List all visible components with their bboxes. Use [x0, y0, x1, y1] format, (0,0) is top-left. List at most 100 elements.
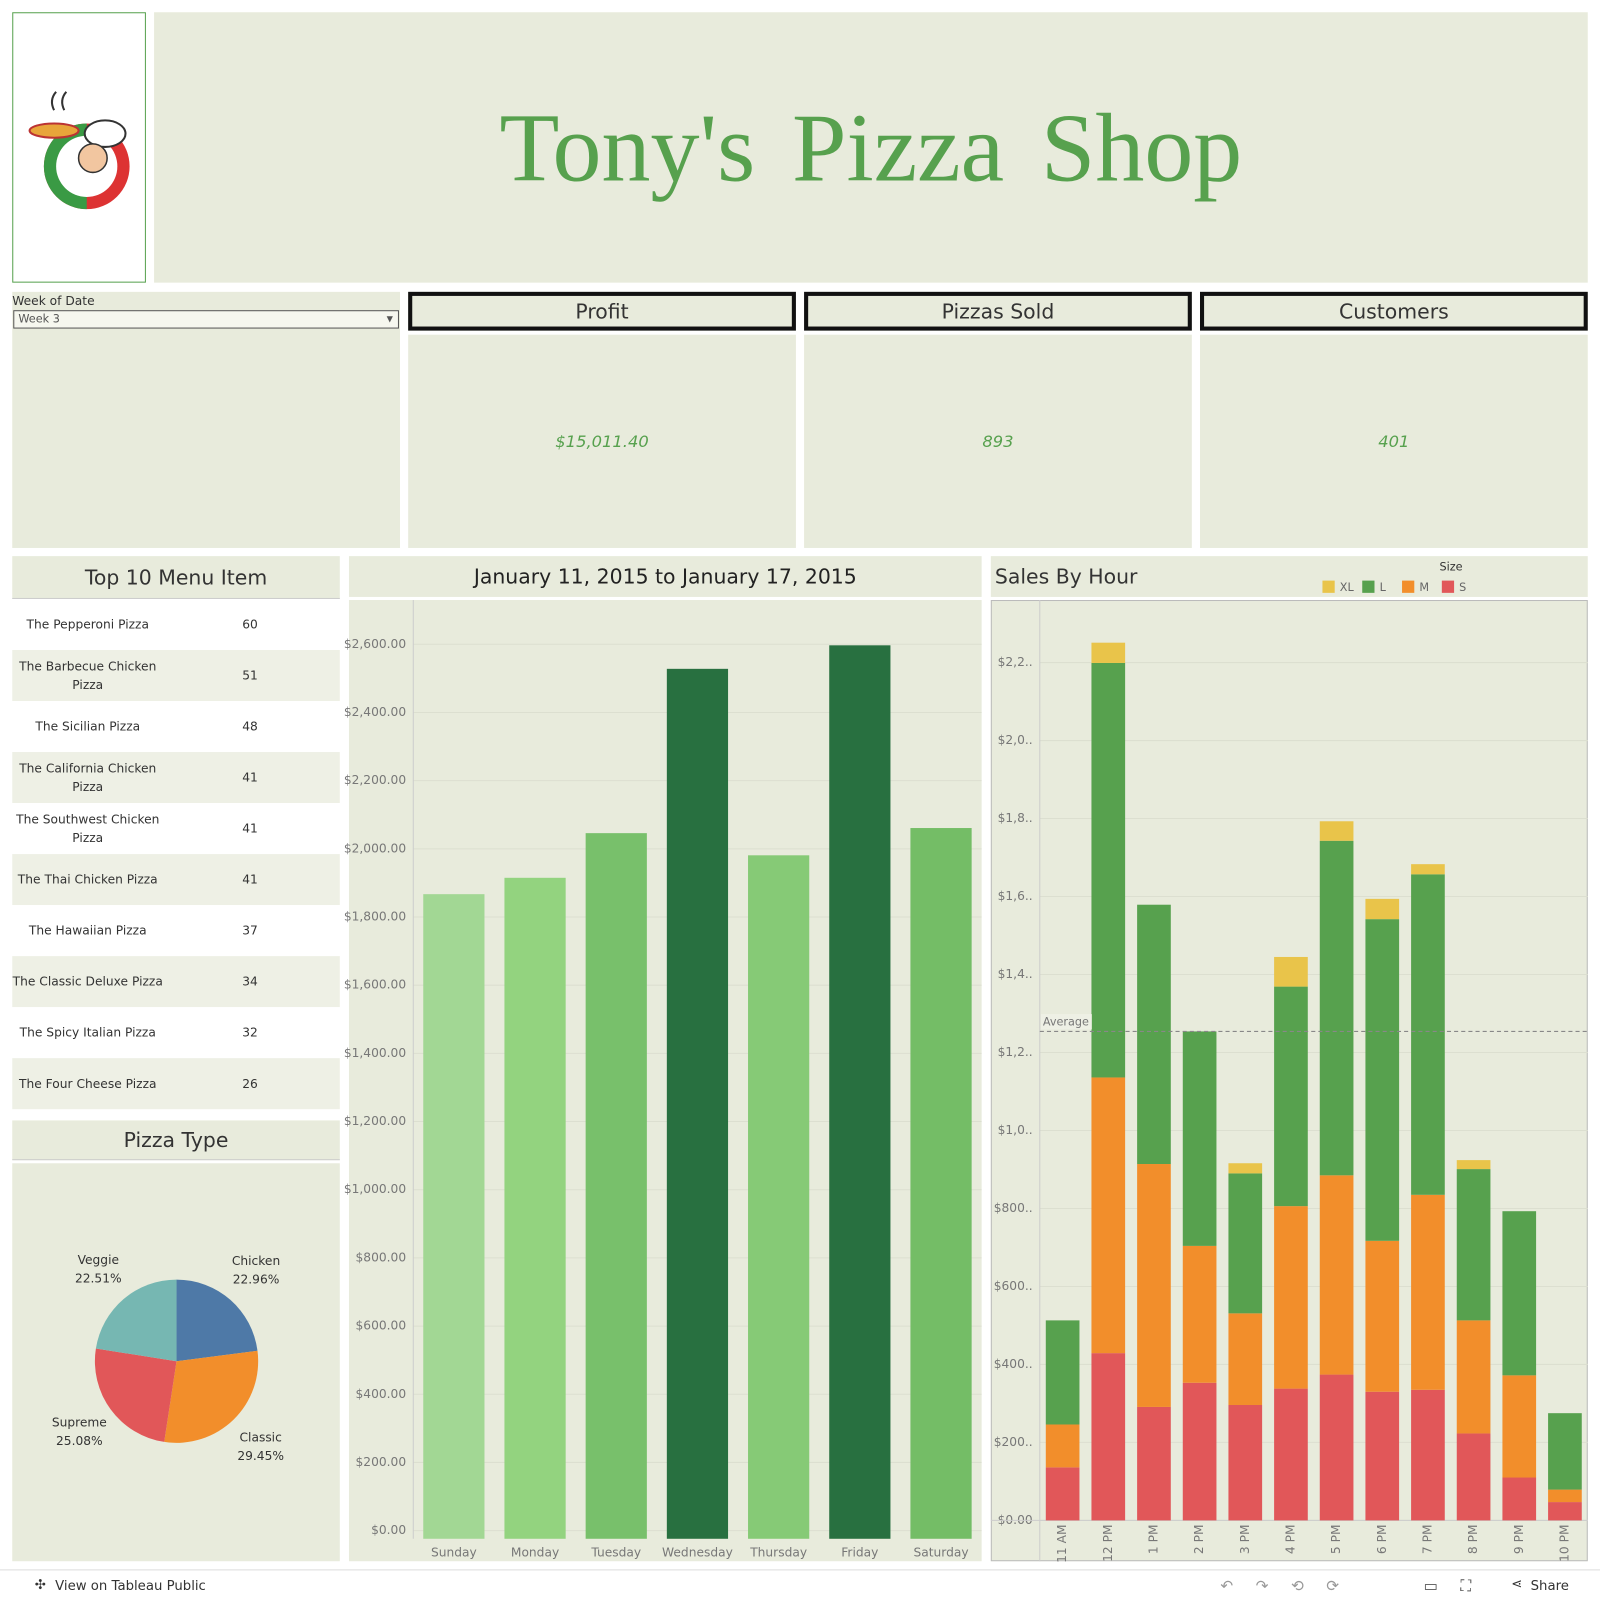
pie-title: Pizza Type — [12, 1120, 340, 1161]
x-tick-label: Tuesday — [590, 1546, 641, 1560]
top-items-panel: Top 10 Menu Item The Pepperoni Pizza 60 Th… — [12, 556, 340, 1113]
table-row: The California Chicken Pizza 41 — [12, 752, 340, 804]
bar-segment — [1365, 919, 1400, 1241]
bar-segment — [1182, 1245, 1217, 1383]
y-tick-label: $1,4.. — [998, 967, 1033, 981]
legend-title: Size — [1440, 560, 1463, 573]
y-tick-label: $200.00 — [356, 1455, 407, 1469]
bar-segment — [1182, 1382, 1217, 1521]
y-tick-label: $1,8.. — [998, 811, 1033, 825]
legend-swatch — [1402, 580, 1415, 593]
table-row: The Spicy Italian Pizza 32 — [12, 1007, 340, 1059]
x-tick-label: Monday — [511, 1546, 559, 1560]
pie-slice — [164, 1350, 259, 1443]
bar-segment — [1365, 898, 1400, 920]
kpi-header: Pizzas Sold — [804, 291, 1192, 331]
toolbar-icons[interactable]: ↶↷⟲⟳ — [1220, 1576, 1362, 1595]
bar-segment — [1365, 1391, 1400, 1521]
pie-slice — [176, 1279, 258, 1362]
y-tick-label: $1,400.00 — [344, 1046, 406, 1060]
y-tick-label: $1,2.. — [998, 1045, 1033, 1059]
view-link[interactable]: View on Tableau Public — [55, 1578, 206, 1594]
y-tick-label: $400.00 — [356, 1387, 407, 1401]
bar-segment — [1411, 1194, 1445, 1390]
legend-swatch — [1441, 580, 1455, 593]
reference-label: Average — [1043, 1015, 1089, 1028]
bar-segment — [1274, 956, 1308, 987]
item-count: 34 — [242, 974, 258, 989]
item-name: The Classic Deluxe Pizza — [12, 974, 163, 989]
table-row: The Four Cheese Pizza 26 — [12, 1058, 340, 1110]
y-tick-label: $1,0.. — [998, 1123, 1033, 1137]
bar-segment — [1456, 1160, 1491, 1170]
bar-segment — [1456, 1169, 1491, 1321]
y-tick-label: $400.. — [994, 1357, 1033, 1371]
bar-segment — [1228, 1404, 1263, 1521]
item-name: The Sicilian Pizza — [35, 719, 141, 734]
table-row: The Barbecue Chicken Pizza 51 — [12, 649, 340, 702]
chef-hat — [83, 119, 127, 148]
x-tick-label: Thursday — [749, 1546, 807, 1560]
hour-title: Sales By Hour — [994, 564, 1138, 589]
chef-face — [77, 143, 108, 174]
y-tick-label: $200.. — [994, 1435, 1033, 1449]
toolbar-icons-2[interactable]: ▭⛶ — [1423, 1576, 1494, 1595]
filter-value: Week 3 — [18, 312, 60, 326]
bar-segment — [1548, 1413, 1582, 1490]
logo — [28, 91, 130, 210]
y-tick-label: $0.00 — [371, 1523, 406, 1537]
y-tick-label: $2,200.00 — [344, 773, 406, 787]
pie-value: 22.51% — [75, 1271, 122, 1285]
item-name: The Hawaiian Pizza — [28, 923, 147, 938]
item-name: The California Chicken Pizza — [19, 761, 157, 794]
kpi-value: 893 — [804, 334, 1192, 548]
kpi-value: 401 — [1199, 334, 1588, 548]
bar-segment — [1502, 1477, 1537, 1521]
legend-swatch — [1322, 580, 1335, 593]
bar — [585, 833, 647, 1539]
kpi-header: Customers — [1199, 291, 1588, 331]
item-count: 41 — [242, 821, 258, 836]
x-tick-label: 12 PM — [1101, 1524, 1115, 1561]
bar-segment — [1137, 904, 1171, 1165]
bar-segment — [1548, 1489, 1582, 1503]
bar — [910, 828, 972, 1539]
legend-label: L — [1380, 581, 1387, 594]
legend-label: S — [1459, 581, 1466, 594]
kpi-value: $15,011.40 — [408, 334, 796, 548]
x-tick-label: 1 PM — [1146, 1524, 1160, 1554]
x-tick-label: 8 PM — [1466, 1524, 1480, 1554]
bar-segment — [1365, 1240, 1400, 1392]
bar-segment — [1137, 1406, 1171, 1521]
logo-box — [12, 12, 146, 283]
item-name: The Spicy Italian Pizza — [19, 1025, 156, 1040]
bar-segment — [1502, 1375, 1537, 1478]
bar-segment — [1045, 1467, 1080, 1521]
item-count: 48 — [242, 719, 258, 734]
filter-select[interactable]: Week 3 ▼ — [13, 310, 399, 329]
y-tick-label: $1,6.. — [998, 889, 1033, 903]
bar — [748, 855, 810, 1539]
share[interactable]: Share — [1530, 1578, 1569, 1594]
bar-segment — [1045, 1424, 1080, 1468]
pie-label: Veggie — [78, 1253, 119, 1267]
bar-segment — [1182, 1031, 1217, 1246]
bar-segment — [1091, 1353, 1126, 1521]
top-items-title: Top 10 Menu Item — [12, 556, 340, 599]
bar — [423, 894, 485, 1539]
pie-label: Classic — [240, 1431, 282, 1445]
bar-segment — [1274, 1206, 1308, 1389]
filter-label: Week of Date — [12, 293, 95, 309]
legend-swatch — [1362, 580, 1375, 593]
item-count: 60 — [242, 617, 258, 632]
table-row: The Southwest Chicken Pizza 41 — [12, 803, 340, 855]
y-tick-label: $600.00 — [356, 1319, 407, 1333]
y-tick-label: $2,000.00 — [344, 841, 406, 855]
x-tick-label: 6 PM — [1375, 1524, 1389, 1554]
tableau-icon: ✣ — [34, 1577, 46, 1593]
footer: ✣ View on Tableau Public ↶↷⟲⟳ ▭⛶ ⋖ Share — [0, 1569, 1600, 1600]
y-tick-label: $2,600.00 — [344, 637, 406, 651]
y-tick-label: $1,600.00 — [344, 978, 406, 992]
title: Tony's Pizza Shop — [499, 92, 1243, 203]
